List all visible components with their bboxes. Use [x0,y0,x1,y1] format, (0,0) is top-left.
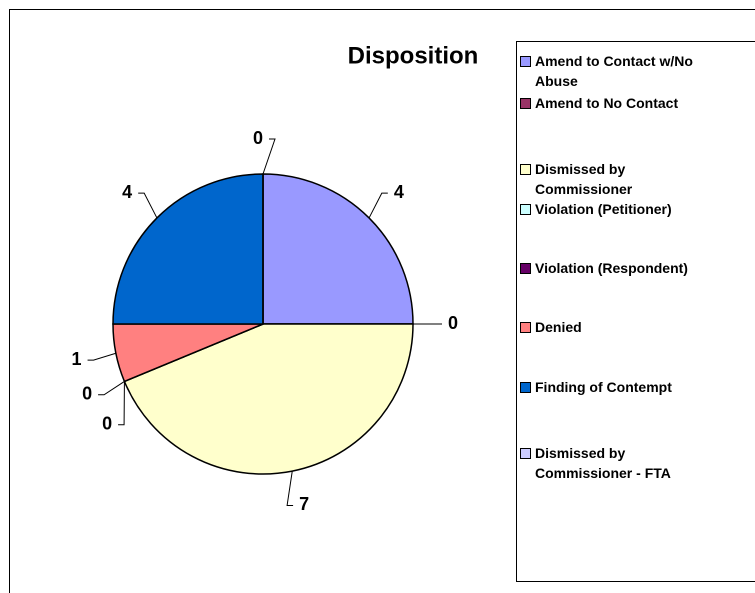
leader-line [286,471,294,506]
legend-line: Amend to No Contact [535,95,678,111]
legend-label: Amend to No Contact [535,95,678,111]
data-label: 1 [72,349,82,369]
legend-swatch [520,448,531,459]
legend-box [516,41,755,582]
data-label: 4 [394,182,404,202]
legend-swatch [520,322,531,333]
legend-label: Amend to Contact w/No Abuse [535,53,693,89]
leader-line [262,138,276,175]
legend-label: Dismissed by Commissioner [535,161,633,197]
legend-swatch [520,382,531,393]
leader-line [118,381,125,426]
chart-frame [9,9,755,593]
leader-line [98,380,125,396]
legend-line: Amend to Contact w/No [535,53,693,69]
legend-swatch [520,164,531,175]
data-label: 4 [122,182,132,202]
legend-line: Dismissed by [535,161,625,177]
data-label: 0 [448,313,458,333]
legend-label: Violation (Respondent) [535,260,688,276]
legend-label: Denied [535,319,582,335]
legend-swatch [520,263,531,274]
data-label: 0 [102,414,112,434]
legend-line: Commissioner - FTA [535,465,671,481]
legend-line: Violation (Respondent) [535,260,688,276]
legend-label: Dismissed by Commissioner - FTA [535,445,671,481]
legend-label: Finding of Contempt [535,379,672,395]
pie-slice [123,323,414,475]
data-label: 0 [82,384,92,404]
data-label: 7 [299,494,309,514]
legend-line: Finding of Contempt [535,379,672,395]
legend-swatch [520,56,531,67]
data-label: 0 [253,128,263,148]
legend-label: Violation (Petitioner) [535,201,672,217]
leader-line [138,192,158,219]
legend-line: Abuse [535,73,578,89]
pie-slice [112,173,264,325]
legend-line: Violation (Petitioner) [535,201,672,217]
legend-swatch [520,204,531,215]
leader-line [368,192,388,219]
pie-slice [262,173,414,325]
legend-line: Commissioner [535,181,633,197]
legend-line: Dismissed by [535,445,625,461]
leader-line [87,352,117,361]
legend-line: Denied [535,319,582,335]
legend-swatch [520,98,531,109]
chart-title: Disposition [348,42,479,69]
